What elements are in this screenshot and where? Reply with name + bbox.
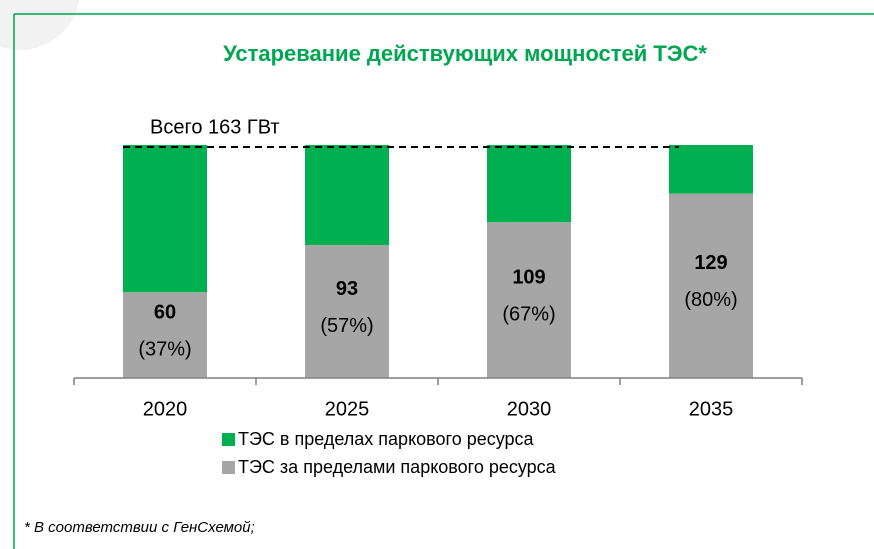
x-tick-label: 2035 — [689, 398, 734, 420]
value-label: 60 — [154, 301, 176, 323]
footnote: * В соответствии с ГенСхемой; — [24, 519, 255, 536]
value-label: 93 — [336, 278, 358, 300]
legend-swatch — [222, 461, 235, 474]
percent-label: (37%) — [138, 338, 191, 360]
bar-segment — [669, 145, 753, 194]
bar-segment — [123, 292, 207, 378]
legend-label: ТЭС за пределами паркового ресурса — [238, 457, 557, 477]
bar-segment — [305, 245, 389, 378]
bar-segment — [305, 145, 389, 246]
legend-swatch — [222, 433, 235, 446]
bar-segment — [487, 145, 571, 223]
percent-label: (67%) — [502, 303, 555, 325]
percent-label: (57%) — [320, 315, 373, 337]
legend-label: ТЭС в пределах паркового ресурса — [238, 429, 535, 449]
bar-segment — [123, 145, 207, 293]
x-tick-label: 2025 — [325, 398, 370, 420]
value-label: 129 — [694, 252, 727, 274]
chart-title: Устаревание действующих мощностей ТЭС* — [223, 41, 707, 66]
annotation: Всего 163 ГВт — [150, 116, 280, 138]
x-tick-label: 2020 — [143, 398, 188, 420]
value-label: 109 — [512, 266, 545, 288]
decor — [0, 0, 80, 50]
bar-segment — [669, 193, 753, 378]
x-tick-label: 2030 — [507, 398, 552, 420]
percent-label: (80%) — [684, 289, 737, 311]
bar-segment — [487, 222, 571, 378]
